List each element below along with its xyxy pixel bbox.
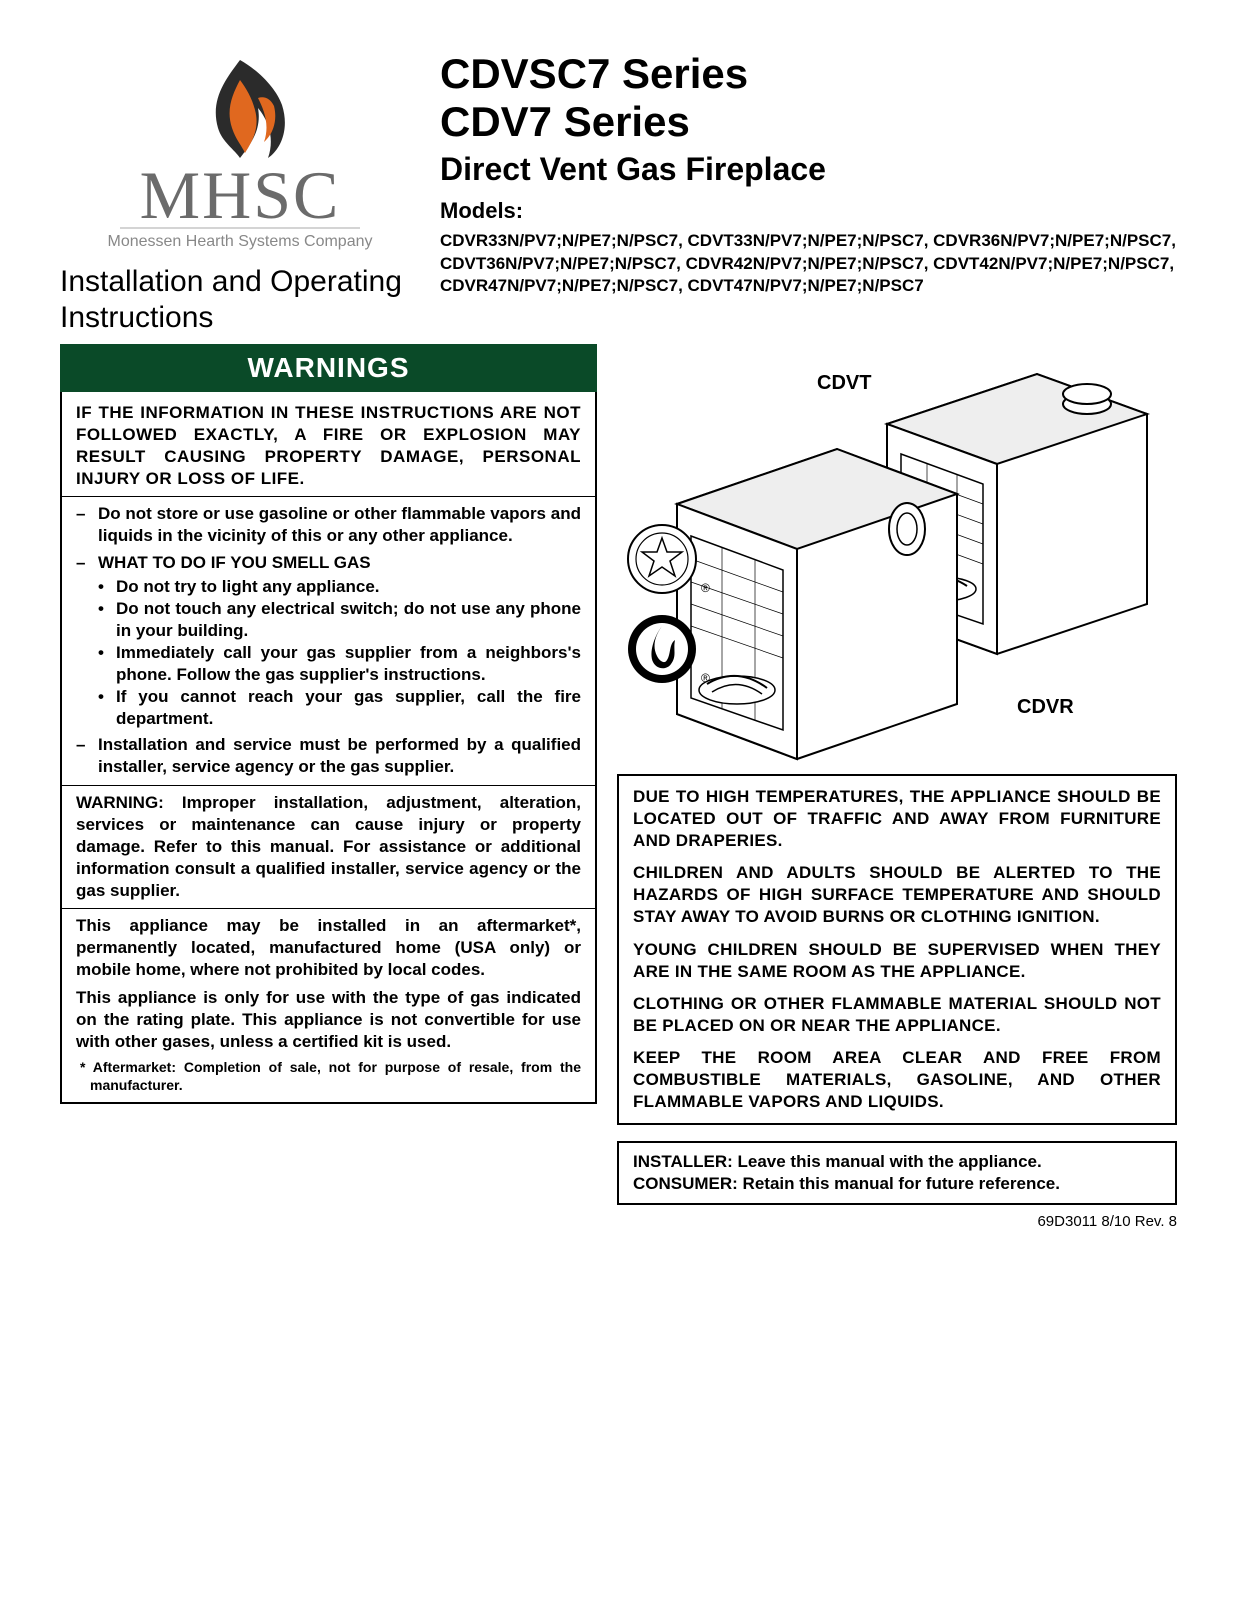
install-title: Installation and Operating Instructions — [60, 264, 420, 336]
fireplace-illustration: ® ® — [617, 344, 1177, 774]
warnings-box: IF THE INFORMATION IN THESE INSTRUCTIONS… — [60, 392, 597, 1104]
company-logo: MHSC Monessen Hearth Systems Company — [90, 50, 390, 260]
series-title-2: CDV7 Series — [440, 98, 1177, 146]
safety-p3: YOUNG CHILDREN SHOULD BE SUPERVISED WHEN… — [633, 939, 1161, 983]
installer-line2: CONSUMER: Retain this manual for future … — [633, 1173, 1161, 1195]
product-label-cdvr: CDVR — [1017, 696, 1074, 719]
warnings-main-text: IF THE INFORMATION IN THESE INSTRUCTIONS… — [76, 402, 581, 490]
warnings-banner: WARNINGS — [60, 344, 597, 392]
svg-text:®: ® — [701, 581, 710, 595]
warn-item-2: Installation and service must be perform… — [98, 734, 581, 778]
installer-line1: INSTALLER: Leave this manual with the ap… — [633, 1151, 1161, 1173]
warn-item-1: WHAT TO DO IF YOU SMELL GAS — [98, 553, 371, 572]
safety-p1: DUE TO HIGH TEMPERATURES, THE APPLIANCE … — [633, 786, 1161, 852]
installer-box: INSTALLER: Leave this manual with the ap… — [617, 1141, 1177, 1205]
safety-p5: KEEP THE ROOM AREA CLEAR AND FREE FROM C… — [633, 1047, 1161, 1113]
product-images: ® ® CDVT CDVR — [617, 344, 1177, 774]
safety-p2: CHILDREN AND ADULTS SHOULD BE ALERTED TO… — [633, 862, 1161, 928]
models-label: Models: — [440, 198, 1177, 224]
document-footer: 69D3011 8/10 Rev. 8 — [617, 1213, 1177, 1230]
safety-box: DUE TO HIGH TEMPERATURES, THE APPLIANCE … — [617, 774, 1177, 1125]
warnings-aftermarket: This appliance may be installed in an af… — [76, 915, 581, 981]
product-label-cdvt: CDVT — [817, 372, 871, 395]
warn-sub-1: Do not touch any electrical switch; do n… — [116, 598, 581, 642]
svg-text:®: ® — [701, 671, 710, 685]
warnings-improper: WARNING: Improper installation, adjustme… — [76, 792, 581, 902]
series-title-1: CDVSC7 Series — [440, 50, 1177, 98]
product-subtitle: Direct Vent Gas Fireplace — [440, 151, 1177, 188]
warnings-gastype: This appliance is only for use with the … — [76, 987, 581, 1053]
safety-p4: CLOTHING OR OTHER FLAMMABLE MATERIAL SHO… — [633, 993, 1161, 1037]
warnings-footnote: * Aftermarket: Completion of sale, not f… — [76, 1058, 581, 1094]
svg-text:MHSC: MHSC — [140, 157, 341, 233]
warn-sub-2: Immediately call your gas supplier from … — [116, 642, 581, 686]
warn-sub-3: If you cannot reach your gas supplier, c… — [116, 686, 581, 730]
warn-item-0: Do not store or use gasoline or other fl… — [98, 503, 581, 547]
models-list: CDVR33N/PV7;N/PE7;N/PSC7, CDVT33N/PV7;N/… — [440, 230, 1177, 299]
svg-text:Monessen Hearth Systems Compan: Monessen Hearth Systems Company — [108, 233, 373, 250]
warn-sub-0: Do not try to light any appliance. — [116, 576, 581, 598]
warnings-list: – Do not store or use gasoline or other … — [76, 503, 581, 778]
